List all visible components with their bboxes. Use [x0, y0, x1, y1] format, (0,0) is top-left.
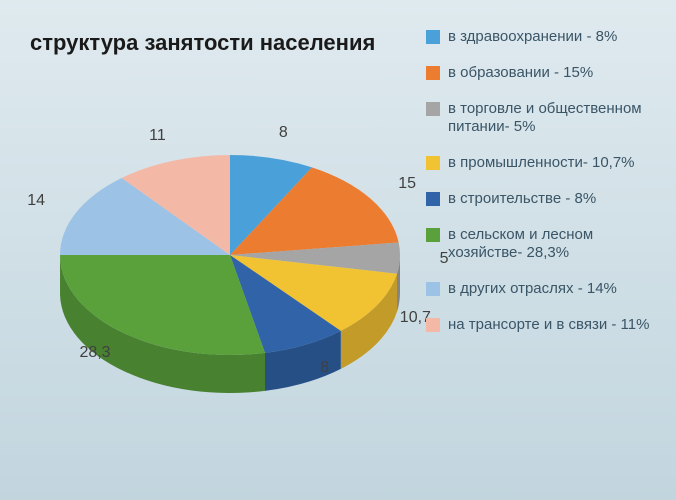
pie-chart: структура занятости населения 815510,782… — [0, 0, 676, 500]
legend-swatch — [426, 192, 440, 206]
legend-item: в образовании - 15% — [426, 64, 656, 82]
slice-label: 8 — [253, 124, 313, 142]
legend-swatch — [426, 282, 440, 296]
legend-item: на трансорте и в связи - 11% — [426, 316, 656, 334]
legend-swatch — [426, 318, 440, 332]
legend-swatch — [426, 66, 440, 80]
slice-label: 8 — [295, 359, 355, 377]
legend-swatch — [426, 156, 440, 170]
legend-label: в сельском и лесном хозяйстве- 28,3% — [448, 226, 656, 262]
legend-label: в других отраслях - 14% — [448, 280, 617, 298]
slice-label: 28,3 — [65, 344, 125, 362]
pie-svg — [30, 80, 430, 480]
legend: в здравоохранении - 8% в образовании - 15… — [426, 28, 656, 352]
pie-area: 815510,7828,31411 — [30, 80, 430, 480]
chart-title: структура занятости населения — [30, 30, 375, 56]
slice-label: 14 — [6, 192, 66, 210]
slice-label: 11 — [127, 127, 187, 145]
legend-label: в здравоохранении - 8% — [448, 28, 617, 46]
legend-item: в других отраслях - 14% — [426, 280, 656, 298]
legend-label: в торговле и общественном питании- 5% — [448, 100, 656, 136]
legend-item: в здравоохранении - 8% — [426, 28, 656, 46]
legend-swatch — [426, 102, 440, 116]
legend-item: в сельском и лесном хозяйстве- 28,3% — [426, 226, 656, 262]
legend-item: в торговле и общественном питании- 5% — [426, 100, 656, 136]
legend-item: в строительстве - 8% — [426, 190, 656, 208]
legend-label: в строительстве - 8% — [448, 190, 596, 208]
legend-swatch — [426, 30, 440, 44]
legend-swatch — [426, 228, 440, 242]
legend-label: на трансорте и в связи - 11% — [448, 316, 649, 334]
legend-label: в образовании - 15% — [448, 64, 593, 82]
legend-item: в промышленности- 10,7% — [426, 154, 656, 172]
legend-label: в промышленности- 10,7% — [448, 154, 635, 172]
